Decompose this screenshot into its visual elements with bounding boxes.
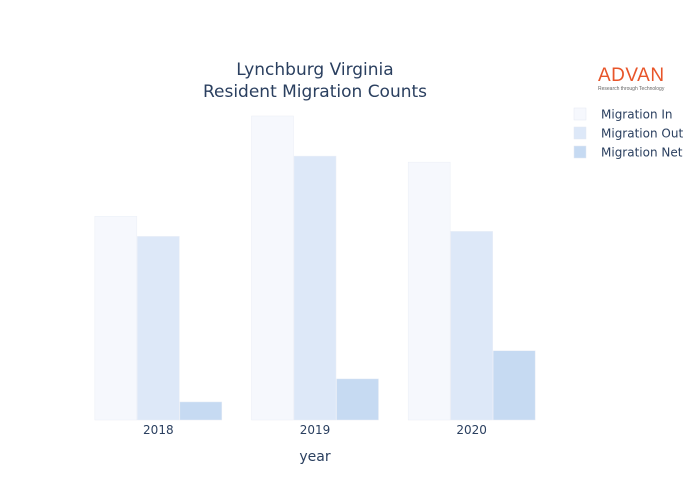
bar-migration-out-2018[interactable] xyxy=(137,236,180,421)
legend-label: Migration In xyxy=(601,108,673,122)
bar-migration-net-2020[interactable] xyxy=(492,350,536,421)
bar-migration-in-2018[interactable] xyxy=(94,216,138,421)
chart-title-line-1: Lynchburg Virginia xyxy=(236,60,393,80)
legend-label: Migration Out xyxy=(601,127,683,141)
legend[interactable]: Migration In Migration Out Migration Net xyxy=(573,107,683,160)
x-axis-title: year xyxy=(299,449,330,465)
x-tick-labels: 2018 2019 2020 xyxy=(143,423,487,437)
legend-label: Migration Net xyxy=(601,146,683,160)
chart-title: Lynchburg Virginia Resident Migration Co… xyxy=(203,60,427,102)
legend-swatch xyxy=(573,126,587,140)
bar-migration-net-2019[interactable] xyxy=(336,378,379,421)
legend-swatch xyxy=(573,145,587,159)
logo-tagline: Research through Technology xyxy=(598,86,665,92)
advan-logo: ADVAN Research through Technology xyxy=(598,66,678,94)
bar-migration-out-2019[interactable] xyxy=(293,155,337,421)
legend-item-migration-in[interactable]: Migration In xyxy=(573,107,673,122)
x-tick-2020: 2020 xyxy=(456,423,487,437)
chart-title-line-2: Resident Migration Counts xyxy=(203,82,427,102)
logo-wordmark: ADVAN xyxy=(598,65,665,86)
legend-item-migration-out[interactable]: Migration Out xyxy=(573,126,683,141)
bars-group xyxy=(94,115,536,421)
bar-migration-in-2020[interactable] xyxy=(407,161,451,421)
bar-migration-net-2018[interactable] xyxy=(179,401,223,421)
legend-item-migration-net[interactable]: Migration Net xyxy=(573,145,683,160)
bar-migration-out-2020[interactable] xyxy=(450,231,493,421)
x-tick-2018: 2018 xyxy=(143,423,174,437)
x-tick-2019: 2019 xyxy=(300,423,331,437)
bar-migration-in-2019[interactable] xyxy=(251,115,294,421)
legend-swatch xyxy=(573,107,587,121)
